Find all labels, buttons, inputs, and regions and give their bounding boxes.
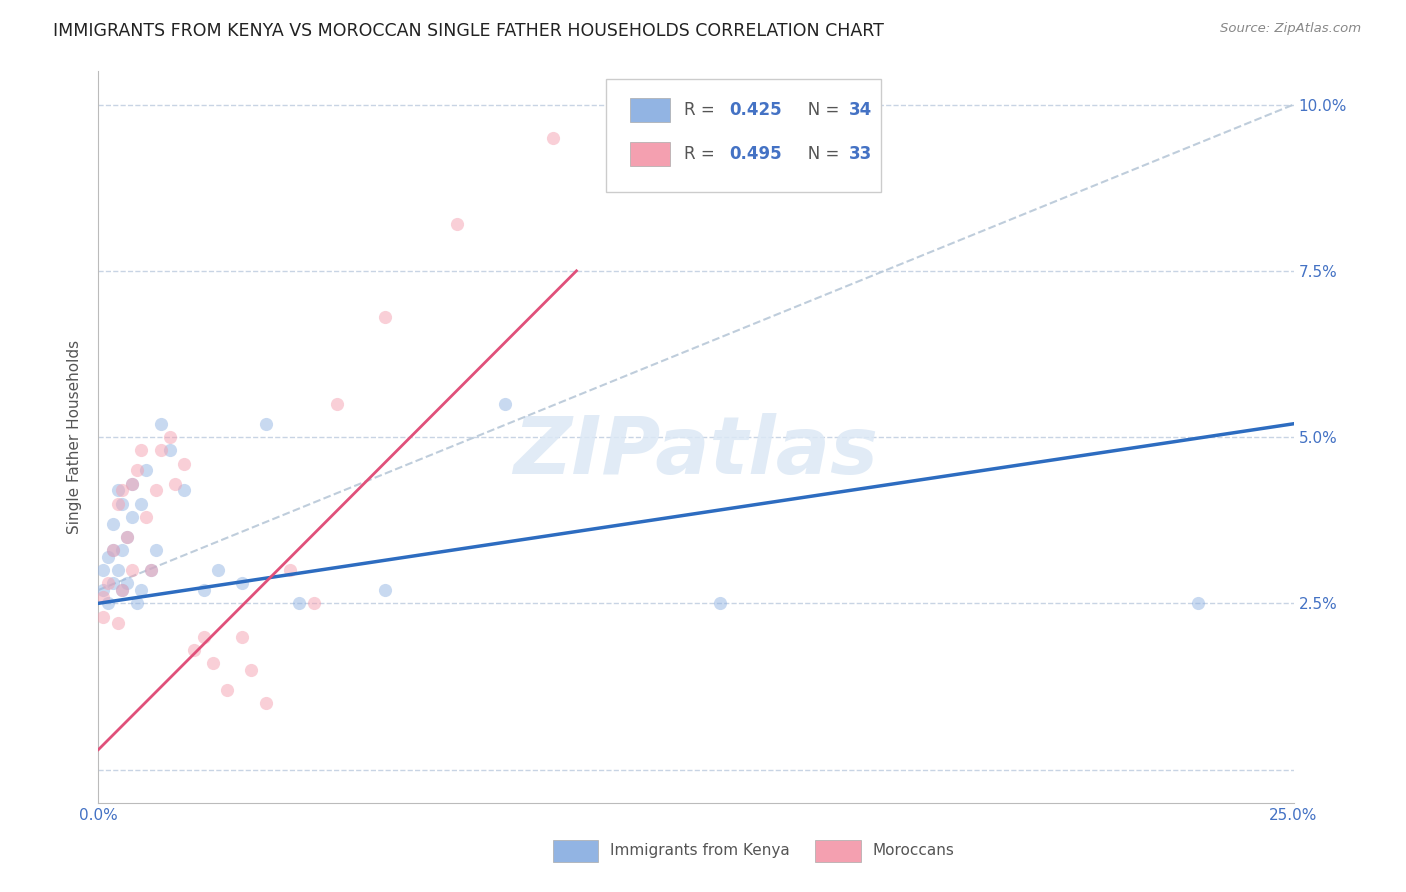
Point <box>115 530 138 544</box>
Point <box>131 497 153 511</box>
Point <box>139 563 162 577</box>
Point <box>135 463 157 477</box>
Point <box>107 483 129 498</box>
Point <box>193 630 215 644</box>
Point <box>121 509 143 524</box>
Point <box>101 543 124 558</box>
Point <box>145 483 167 498</box>
Point <box>278 563 301 577</box>
Point <box>111 582 134 597</box>
Point <box>107 497 129 511</box>
Point <box>1187 596 1209 610</box>
Point <box>231 630 253 644</box>
Text: 0.495: 0.495 <box>730 145 782 163</box>
Point <box>240 663 263 677</box>
Point <box>125 463 148 477</box>
Point <box>101 516 124 531</box>
Point <box>91 609 114 624</box>
Point <box>115 530 138 544</box>
Point <box>135 509 157 524</box>
Point <box>374 310 396 325</box>
Text: N =: N = <box>792 145 844 163</box>
Text: Moroccans: Moroccans <box>873 843 955 858</box>
Text: R =: R = <box>685 145 720 163</box>
Point <box>159 443 181 458</box>
Point <box>91 582 114 597</box>
Point <box>111 543 134 558</box>
Point <box>121 563 143 577</box>
Point <box>125 596 148 610</box>
Point <box>101 576 124 591</box>
Point <box>163 476 186 491</box>
Text: Source: ZipAtlas.com: Source: ZipAtlas.com <box>1220 22 1361 36</box>
Point <box>173 483 195 498</box>
Point <box>107 616 129 631</box>
Point <box>202 656 225 670</box>
Point <box>111 483 134 498</box>
Point <box>217 682 239 697</box>
Point <box>97 596 120 610</box>
Text: 33: 33 <box>849 145 872 163</box>
Point <box>709 596 731 610</box>
Point <box>494 397 516 411</box>
Point <box>107 563 129 577</box>
Point <box>541 131 564 145</box>
Point <box>231 576 253 591</box>
Point <box>131 443 153 458</box>
Point <box>97 549 120 564</box>
Point <box>446 217 468 231</box>
Point <box>121 476 143 491</box>
FancyBboxPatch shape <box>630 143 669 166</box>
Point <box>139 563 162 577</box>
Point <box>111 497 134 511</box>
FancyBboxPatch shape <box>630 98 669 122</box>
Text: 0.425: 0.425 <box>730 101 782 120</box>
Point <box>173 457 195 471</box>
Y-axis label: Single Father Households: Single Father Households <box>67 340 83 534</box>
Text: N =: N = <box>792 101 844 120</box>
Point <box>91 590 114 604</box>
Point <box>149 417 172 431</box>
Point <box>326 397 349 411</box>
Text: Immigrants from Kenya: Immigrants from Kenya <box>610 843 790 858</box>
Point <box>101 543 124 558</box>
FancyBboxPatch shape <box>553 840 598 862</box>
Point <box>145 543 167 558</box>
Point <box>91 563 114 577</box>
Point <box>183 643 205 657</box>
Text: 34: 34 <box>849 101 872 120</box>
Point <box>288 596 311 610</box>
Point <box>131 582 153 597</box>
Point <box>374 582 396 597</box>
Point <box>149 443 172 458</box>
Text: IMMIGRANTS FROM KENYA VS MOROCCAN SINGLE FATHER HOUSEHOLDS CORRELATION CHART: IMMIGRANTS FROM KENYA VS MOROCCAN SINGLE… <box>53 22 884 40</box>
Text: R =: R = <box>685 101 720 120</box>
FancyBboxPatch shape <box>815 840 860 862</box>
Point <box>254 417 277 431</box>
Point <box>121 476 143 491</box>
Point <box>111 582 134 597</box>
Point <box>193 582 215 597</box>
Point <box>115 576 138 591</box>
Point <box>254 696 277 710</box>
FancyBboxPatch shape <box>606 78 882 192</box>
Point <box>97 576 120 591</box>
Text: ZIPatlas: ZIPatlas <box>513 413 879 491</box>
Point <box>302 596 325 610</box>
Point <box>159 430 181 444</box>
Point <box>207 563 229 577</box>
